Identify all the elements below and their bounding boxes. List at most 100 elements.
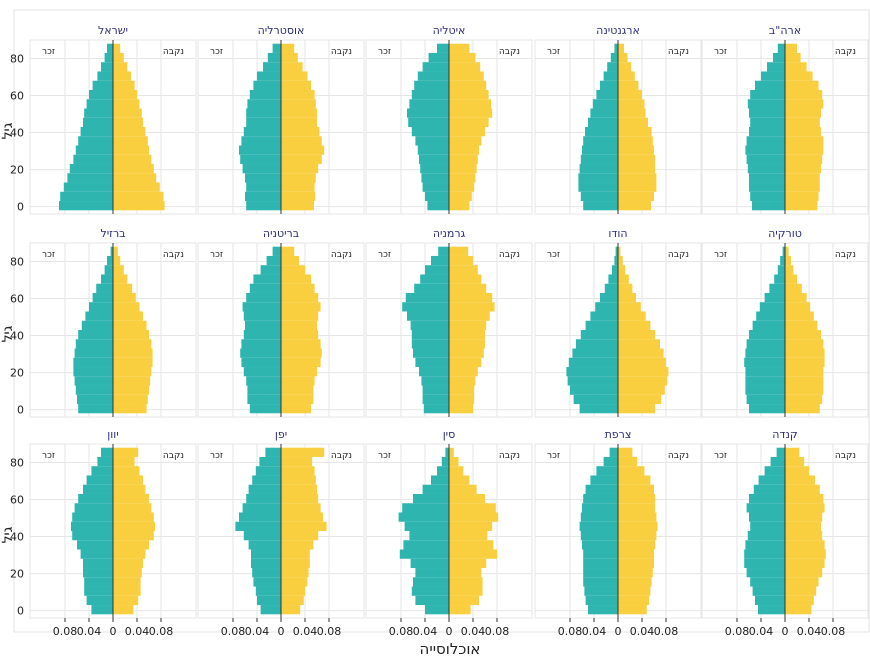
bar-female [618, 540, 656, 550]
bar-male [59, 201, 113, 211]
bar-female [449, 255, 473, 266]
y-tick-label: 80 [10, 256, 24, 269]
bar-female [281, 62, 303, 72]
bar-female [618, 173, 657, 183]
bar-female [618, 311, 646, 321]
bar-female [618, 274, 629, 284]
bar-female [113, 283, 133, 293]
bar-female [618, 531, 657, 541]
bar-female [281, 447, 325, 457]
bar-female [449, 385, 475, 395]
bar-male [752, 586, 785, 596]
panel-4: אוסטרליה זכר נקבה [197, 20, 365, 215]
bar-female [785, 283, 802, 293]
bar-female [281, 320, 317, 330]
bar-female [281, 71, 308, 81]
panel-strip [702, 20, 868, 40]
bar-female [113, 99, 140, 109]
panel-strip [30, 20, 196, 40]
bar-female [113, 182, 160, 192]
bar-male [84, 586, 113, 596]
bar-male [583, 201, 618, 211]
bar-female [618, 447, 633, 457]
panel-title: סין [443, 428, 456, 441]
bar-female [281, 283, 315, 293]
bar-male [746, 568, 785, 578]
bar-male [74, 348, 113, 358]
bar-female [618, 385, 665, 395]
bar-female [618, 182, 657, 192]
bar-male [764, 466, 785, 476]
bar-male [580, 512, 618, 522]
bar-female [449, 127, 485, 137]
bar-male [72, 531, 113, 541]
bar-female [618, 89, 642, 100]
panel-title: אוסטרליה [258, 24, 305, 37]
bar-female [449, 595, 479, 606]
bar-male [749, 512, 785, 522]
bar-male [438, 246, 449, 256]
bar-female [113, 154, 152, 165]
bar-male [402, 302, 449, 312]
bar-female [281, 595, 304, 606]
bar-male [248, 484, 281, 494]
legend-female-label: נקבה [668, 451, 689, 461]
panel-title: בריטניה [263, 227, 299, 240]
legend-male-label: זכר [714, 250, 727, 260]
bar-female [281, 577, 308, 587]
x-tick-label: 0.04 [125, 625, 150, 638]
bar-female [113, 503, 152, 513]
bar-female [449, 475, 470, 485]
bar-female [281, 540, 314, 550]
bar-female [785, 512, 823, 522]
bar-female [113, 367, 152, 377]
bar-male [414, 283, 449, 293]
bar-female [113, 117, 143, 127]
bar-female [618, 549, 654, 559]
x-tick-label: 0 [446, 625, 453, 638]
bar-female [618, 108, 646, 118]
y-axis-title-row-1: גיל [0, 122, 16, 139]
bar-female [113, 311, 143, 321]
bar-female [618, 568, 653, 578]
bar-male [590, 311, 618, 321]
bar-male [580, 191, 618, 202]
bar-male [85, 311, 113, 321]
bar-female [785, 586, 817, 596]
bar-female [449, 201, 470, 211]
bar-female [785, 531, 823, 541]
bar-male [749, 108, 785, 118]
bar-female [281, 466, 315, 476]
bar-female [618, 376, 668, 386]
bar-male [411, 330, 449, 340]
bar-female [113, 191, 164, 202]
bar-male [585, 595, 618, 606]
bar-male [101, 447, 113, 457]
y-tick-label: 20 [10, 568, 24, 581]
bar-female [281, 348, 322, 358]
bar-female [281, 404, 311, 414]
bar-male [260, 265, 281, 275]
bar-female [113, 62, 128, 72]
axes-labels: גיל גיל גיל אוכלוסייה [0, 122, 480, 658]
bar-female [281, 456, 313, 467]
bar-male [413, 577, 449, 587]
bar-female [618, 164, 656, 174]
bar-male [431, 255, 449, 266]
legend-female-label: נקבה [163, 47, 184, 57]
legend-male-label: זכר [42, 451, 55, 461]
bar-male [417, 71, 449, 81]
bar-male [759, 302, 785, 312]
bar-female [113, 586, 141, 596]
y-axis-title-row-3: גיל [0, 526, 16, 543]
bar-female [618, 302, 641, 312]
bar-female [785, 475, 815, 485]
bar-male [752, 201, 785, 211]
y-tick-label: 40 [10, 330, 24, 343]
bar-male [415, 136, 449, 146]
bar-male [582, 540, 618, 550]
bar-female [785, 182, 820, 192]
bar-male [750, 191, 785, 202]
